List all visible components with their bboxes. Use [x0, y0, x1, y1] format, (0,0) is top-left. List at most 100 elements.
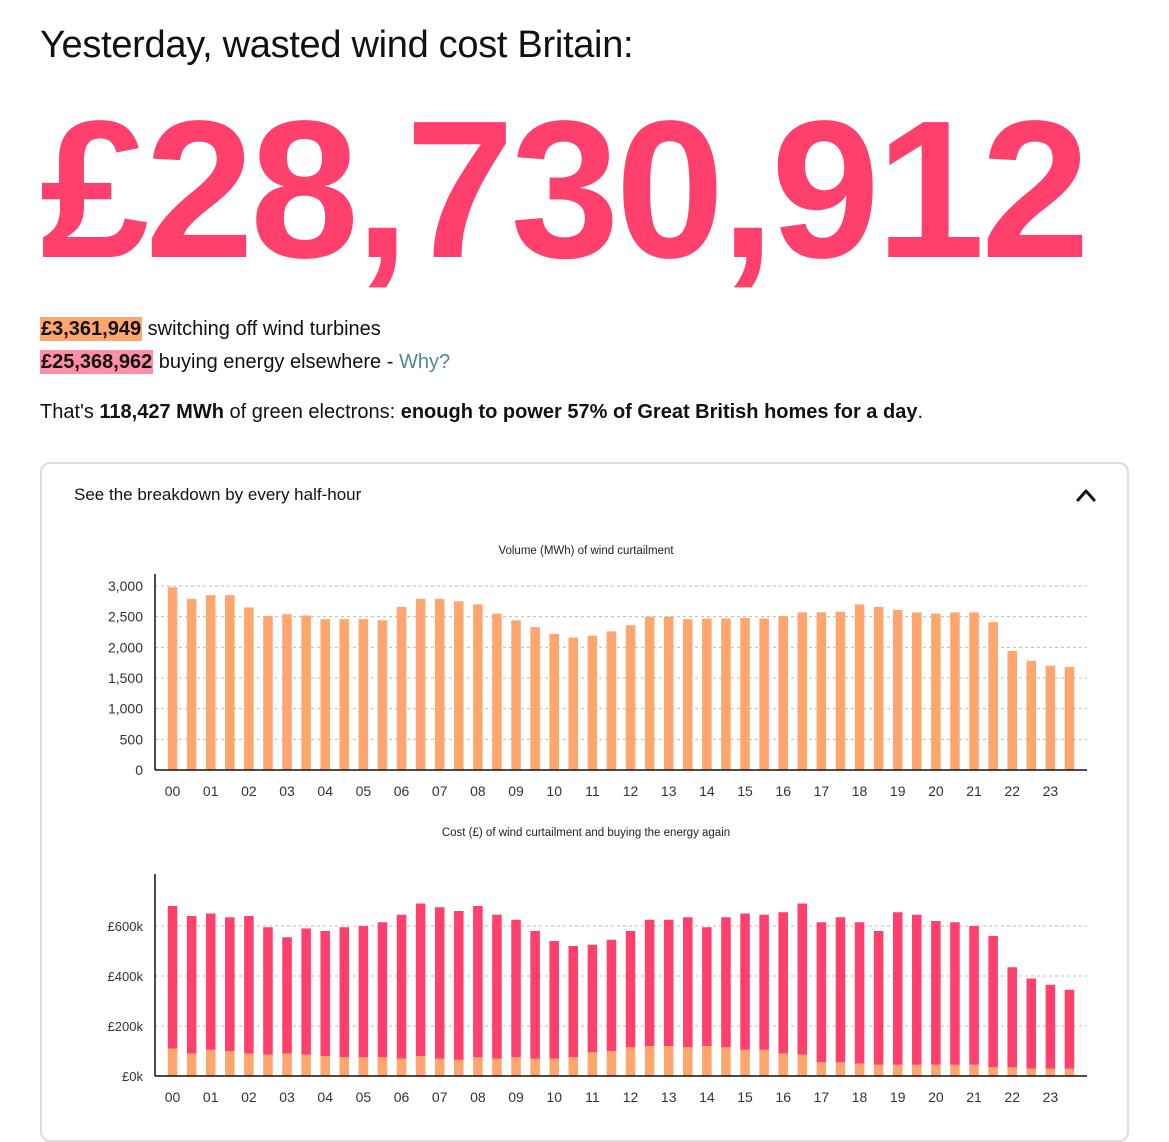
bar-buy	[263, 927, 273, 1055]
chart-title: Cost (£) of wind curtailment and buying …	[442, 827, 730, 839]
why-link[interactable]: Why?	[398, 351, 451, 373]
bar-curtail	[339, 1057, 350, 1076]
x-tick-label: 02	[241, 783, 257, 799]
bar-volume	[492, 613, 502, 770]
headline: Yesterday, wasted wind cost Britain:	[40, 24, 634, 66]
bar-buy	[454, 911, 464, 1060]
bar-volume	[167, 587, 178, 770]
bar-volume	[473, 604, 483, 770]
x-tick-label: 02	[241, 1089, 257, 1105]
bar-buy	[568, 946, 579, 1058]
x-tick-label: 13	[661, 783, 677, 799]
bar-buy	[854, 922, 865, 1064]
bar-volume	[301, 615, 311, 770]
bar-volume	[663, 616, 674, 770]
bar-curtail	[740, 1049, 750, 1076]
bar-curtail	[492, 1058, 502, 1076]
breakdown-panel: See the breakdown by every half-hour Vol…	[40, 462, 1129, 1142]
x-tick-label: 16	[775, 1089, 791, 1105]
x-tick-label: 01	[203, 1089, 219, 1105]
summary-prefix: That's	[40, 401, 100, 423]
x-tick-label: 23	[1043, 783, 1059, 799]
x-tick-label: 19	[890, 783, 906, 799]
x-tick-label: 13	[661, 1089, 677, 1105]
bar-curtail	[759, 1049, 769, 1076]
bar-curtail	[263, 1054, 273, 1076]
bar-buy	[1026, 978, 1037, 1069]
breakdown-toggle[interactable]: See the breakdown by every half-hour	[42, 464, 1127, 528]
bar-buy	[740, 913, 750, 1050]
bar-curtail	[530, 1058, 540, 1076]
bar-buy	[358, 926, 369, 1058]
bar-volume	[186, 598, 197, 770]
bar-curtail	[454, 1059, 464, 1076]
x-tick-label: 08	[470, 1089, 486, 1105]
bar-volume	[969, 612, 979, 770]
x-tick-label: 12	[623, 1089, 639, 1105]
x-tick-label: 21	[966, 783, 982, 799]
x-tick-label: 06	[394, 783, 410, 799]
switch-off-label: switching off wind turbines	[142, 318, 381, 340]
x-tick-label: 07	[432, 783, 448, 799]
bar-volume	[683, 619, 693, 770]
y-tick-label: 2,000	[108, 639, 143, 655]
x-tick-label: 22	[1004, 783, 1020, 799]
x-tick-label: 00	[165, 783, 181, 799]
bar-buy	[587, 944, 598, 1053]
bar-curtail	[892, 1064, 903, 1076]
bar-volume	[339, 619, 350, 770]
bar-volume	[320, 619, 330, 770]
x-tick-label: 03	[279, 783, 295, 799]
chevron-up-icon[interactable]	[1075, 486, 1097, 504]
bar-volume	[377, 620, 388, 770]
bar-volume	[511, 620, 521, 770]
bar-buy	[530, 931, 540, 1059]
bar-volume	[759, 618, 769, 770]
bar-curtail	[549, 1058, 559, 1076]
bar-curtail	[797, 1054, 808, 1076]
bar-volume	[644, 616, 655, 770]
bar-curtail	[1045, 1068, 1056, 1076]
x-tick-label: 09	[508, 783, 524, 799]
bar-volume	[530, 627, 540, 770]
bar-curtail	[663, 1046, 674, 1076]
bar-curtail	[244, 1053, 254, 1076]
bar-curtail	[702, 1046, 712, 1076]
bar-buy	[473, 906, 483, 1058]
bar-buy	[225, 917, 235, 1051]
y-tick-label: 0	[135, 762, 143, 778]
summary-text: That's 118,427 MWh of green electrons: e…	[40, 401, 923, 424]
bar-volume	[263, 616, 273, 770]
x-tick-label: 14	[699, 783, 715, 799]
bar-volume	[396, 606, 407, 770]
x-tick-label: 15	[737, 1089, 753, 1105]
x-tick-label: 11	[585, 783, 600, 799]
bar-curtail	[1064, 1068, 1075, 1076]
bar-curtail	[1007, 1067, 1017, 1076]
summary-mwh: 118,427 MWh	[99, 401, 224, 423]
bar-buy	[205, 913, 216, 1050]
bar-buy	[969, 926, 979, 1065]
bar-buy	[396, 914, 407, 1059]
bar-volume	[740, 617, 750, 770]
bar-curtail	[511, 1057, 521, 1076]
y-tick-label: £400k	[108, 969, 144, 984]
bar-volume	[778, 616, 788, 770]
bar-buy	[1007, 967, 1017, 1068]
bar-volume	[988, 622, 998, 770]
summary-suffix: .	[917, 401, 924, 423]
buy-energy-line: £25,368,962 buying energy elsewhere - Wh…	[40, 350, 451, 374]
bar-buy	[377, 922, 388, 1058]
x-tick-label: 23	[1043, 1089, 1059, 1105]
bar-curtail	[568, 1057, 579, 1076]
bar-buy	[282, 937, 292, 1054]
bar-volume	[587, 635, 598, 770]
bar-curtail	[683, 1047, 693, 1076]
bar-buy	[759, 914, 769, 1050]
buy-energy-label: buying energy elsewhere -	[153, 351, 399, 373]
x-tick-label: 12	[623, 783, 639, 799]
y-tick-label: 1,500	[108, 670, 143, 686]
bar-volume	[225, 595, 235, 770]
bar-curtail	[587, 1052, 598, 1076]
bar-volume	[625, 625, 636, 770]
